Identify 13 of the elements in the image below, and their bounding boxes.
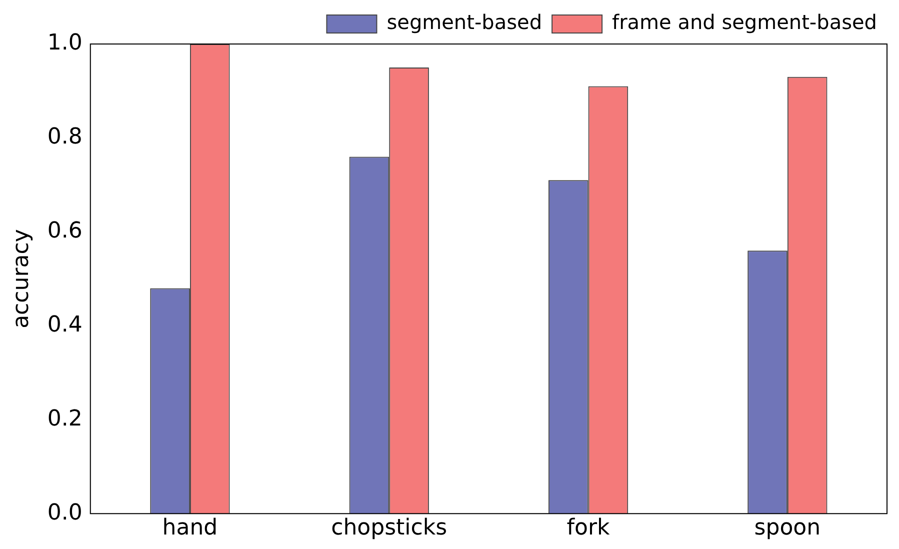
legend-label: segment-based: [386, 10, 542, 34]
y-tick-label: 0.4: [47, 312, 82, 338]
x-tick-label: spoon: [754, 516, 821, 541]
y-tick-label: 1.0: [47, 30, 82, 56]
y-tick-label: 0.2: [47, 406, 82, 432]
y-tick-label: 0.8: [47, 124, 82, 150]
y-tick-label: 0.6: [47, 218, 82, 244]
legend-label: frame and segment-based: [612, 10, 878, 34]
x-tick-label: hand: [162, 516, 218, 541]
y-axis-title: accuracy: [8, 229, 34, 328]
x-tick-label: fork: [566, 516, 610, 541]
y-tick-label: 0.0: [47, 500, 82, 526]
x-tick-label: chopsticks: [331, 516, 448, 541]
